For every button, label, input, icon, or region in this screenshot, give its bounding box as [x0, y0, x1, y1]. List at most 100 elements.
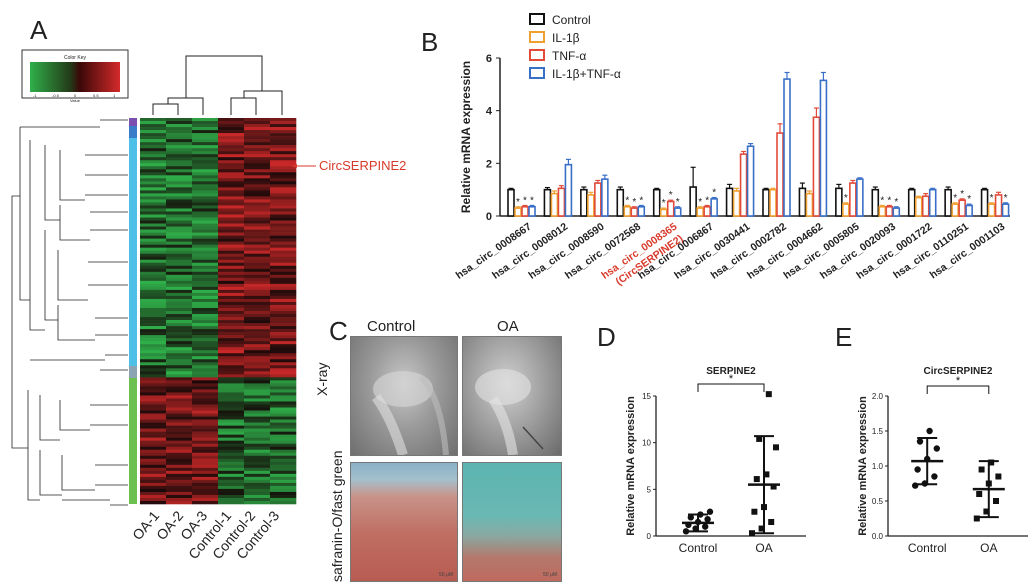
heatmap-cell [192, 304, 219, 309]
significance-star: * [844, 193, 848, 204]
heatmap-cell [166, 199, 193, 203]
y-tick-label: 0.0 [872, 532, 884, 541]
heatmap-cell [140, 223, 167, 227]
heatmap-cell [244, 458, 271, 463]
heatmap-cell [166, 353, 193, 357]
bar [994, 194, 1003, 217]
heatmap-cell [140, 118, 167, 122]
bar [958, 199, 966, 217]
heatmap-cell [140, 404, 167, 408]
heatmap-cell [244, 127, 271, 131]
bar [921, 195, 930, 217]
heatmap-cell [166, 232, 193, 236]
heatmap-cell [244, 238, 271, 242]
heatmap-cell [192, 494, 219, 499]
heatmap-cell [192, 154, 219, 158]
heatmap-cell [244, 121, 271, 125]
heatmap-cell [244, 461, 271, 466]
heatmap-cell [166, 127, 193, 131]
heatmap-cell [244, 347, 271, 351]
legend-swatch [529, 31, 545, 43]
heatmap-cell [270, 193, 297, 197]
heatmap-cell [270, 235, 297, 239]
heatmap-cell [218, 163, 245, 167]
heatmap-cell [192, 461, 219, 466]
heatmap-cell [166, 130, 193, 134]
heatmap-cell [140, 338, 167, 342]
heatmap-cell [270, 166, 297, 170]
heatmap-cell [270, 289, 297, 294]
heatmap-cell [140, 446, 167, 451]
heatmap-cell [244, 353, 271, 357]
heatmap-cell [244, 280, 271, 285]
heatmap-cell [140, 335, 167, 339]
heatmap-cell [218, 464, 245, 469]
heatmap-cell [140, 154, 167, 158]
heatmap-cell [244, 455, 271, 460]
heatmap-cell [270, 341, 297, 345]
heatmap-cell [166, 350, 193, 354]
heatmap-cell [192, 292, 219, 297]
heatmap-cell [140, 187, 167, 191]
heatmap-cell [218, 286, 245, 291]
bar [907, 188, 916, 217]
heatmap-cell [218, 365, 245, 369]
heatmap-cell [270, 338, 297, 342]
heatmap-cell [270, 181, 297, 185]
heatmap-cell [218, 211, 245, 215]
heatmap-cell [140, 443, 167, 448]
heatmap-cell [166, 413, 193, 417]
heatmap-figure: Color Key -1 -0.5 0 0.5 1 Value [11, 49, 406, 562]
y-tick-label: 6 [486, 53, 492, 65]
heatmap-cell [270, 446, 297, 451]
bar [965, 204, 973, 217]
heatmap-cell [192, 338, 219, 342]
bar [987, 203, 996, 217]
heatmap-cell [244, 416, 271, 420]
heatmap-cell [218, 253, 245, 258]
heatmap-cell [244, 223, 271, 227]
heatmap-cell [218, 494, 245, 499]
heatmap-cell [140, 280, 167, 285]
heatmap-cell [244, 175, 271, 179]
heatmap-cell [192, 416, 219, 420]
heatmap-cell [270, 434, 297, 438]
heatmap-cell [218, 413, 245, 417]
group-label: Control [679, 541, 718, 555]
heatmap-cell [140, 470, 167, 475]
heatmap-matrix [140, 118, 297, 505]
heatmap-cell [140, 157, 167, 161]
heatmap-cell [244, 467, 271, 472]
heatmap-cell [218, 419, 245, 423]
bar [856, 178, 864, 217]
panel-c-col-label: Control [367, 318, 416, 335]
heatmap-cell [192, 250, 219, 255]
heatmap-cell [244, 217, 271, 221]
heatmap-cell [192, 398, 219, 402]
data-point [931, 473, 938, 480]
heatmap-cell [192, 226, 219, 230]
heatmap-cell [270, 142, 297, 146]
heatmap-cell [270, 160, 297, 164]
y-tick-label: 2.0 [872, 392, 884, 401]
heatmap-cell [218, 220, 245, 224]
heatmap-cell [244, 494, 271, 499]
heatmap-cell [192, 410, 219, 414]
heatmap-cell [140, 217, 167, 221]
heatmap-cell [166, 244, 193, 248]
heatmap-cell [270, 467, 297, 472]
heatmap-cell [218, 256, 245, 261]
data-point [978, 466, 985, 473]
heatmap-cell [218, 368, 245, 372]
heatmap-cell [166, 389, 193, 393]
bar [842, 203, 850, 217]
heatmap-cell [244, 307, 271, 312]
heatmap-cell [218, 317, 245, 321]
data-point [988, 459, 995, 466]
heatmap-cell [192, 491, 219, 496]
heatmap-cell [244, 470, 271, 475]
data-point [993, 498, 999, 504]
heatmap-cell [140, 320, 167, 324]
heatmap-cell [140, 497, 167, 502]
heatmap-cell [192, 377, 219, 381]
